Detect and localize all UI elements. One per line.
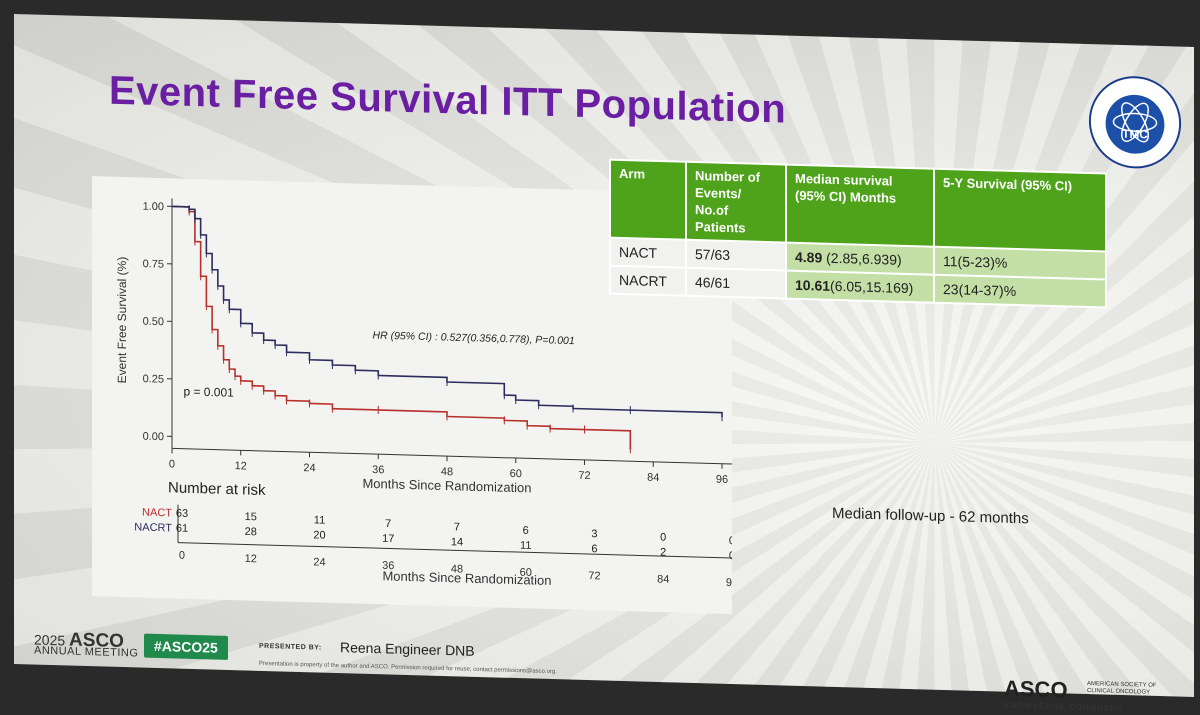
x-tick-label: 60 — [510, 468, 522, 480]
header-median: Median survival (95% CI) Months — [786, 165, 934, 247]
risk-count: 7 — [385, 518, 391, 530]
risk-x-tick-label: 12 — [245, 553, 257, 565]
asco-logo: ASCO — [1004, 676, 1068, 704]
projection-screen: Event Free Survival ITT Population TMC 0… — [14, 14, 1194, 697]
y-tick-label: 0.25 — [143, 373, 164, 386]
risk-count: 11 — [314, 514, 325, 526]
median-ci: (6.05,15.169) — [830, 278, 913, 296]
hr-annotation: HR (95% CI) : 0.527(0.356,0.778), P=0.00… — [373, 330, 575, 348]
risk-count: 0 — [729, 550, 732, 562]
x-axis-line — [172, 448, 732, 464]
risk-count: 0 — [660, 532, 666, 544]
y-axis-title: Event Free Survival (%) — [115, 256, 129, 383]
meeting-name: ANNUAL MEETING — [34, 645, 138, 660]
header-events: Number of Events/ No.of Patients — [686, 162, 786, 243]
y-tick-label: 1.00 — [143, 201, 164, 214]
risk-table-title: Number at risk — [168, 479, 266, 499]
p-value-annotation: p = 0.001 — [183, 384, 234, 399]
risk-count: 7 — [454, 521, 460, 533]
header-arm: Arm — [610, 160, 686, 240]
survival-table: Arm Number of Events/ No.of Patients Med… — [609, 159, 1107, 309]
risk-x-tick-label: 84 — [657, 573, 669, 585]
risk-count: 11 — [520, 540, 531, 552]
cell-arm: NACRT — [610, 266, 686, 296]
risk-count: 6 — [523, 525, 529, 537]
risk-count: 63 — [176, 508, 188, 520]
cell-median: 4.89 (2.85,6.939) — [786, 243, 934, 275]
x-tick-label: 24 — [303, 462, 315, 474]
risk-count: 2 — [660, 547, 666, 559]
risk-count: 14 — [451, 536, 463, 548]
tmc-logo: TMC — [1086, 72, 1184, 173]
table-header-row: Arm Number of Events/ No.of Patients Med… — [610, 160, 1106, 252]
risk-row-label: NACRT — [134, 521, 172, 534]
km-curve-nact — [172, 206, 630, 449]
risk-row-label: NACT — [142, 507, 172, 520]
disclaimer: Presentation is property of the author a… — [259, 661, 557, 675]
cell-5y: 23(14-37)% — [934, 275, 1106, 308]
x-tick-label: 12 — [235, 460, 247, 472]
risk-count: 28 — [245, 526, 257, 538]
x-tick-label: 36 — [372, 464, 384, 476]
asco-tagline: KNOWLEDGE CONQUERS — [1004, 701, 1123, 713]
x-tick-label: 84 — [647, 472, 659, 484]
x-tick-label: 48 — [441, 466, 453, 478]
median-value: 10.61 — [795, 277, 830, 294]
risk-count: 0 — [729, 535, 732, 547]
risk-x-tick-label: 24 — [313, 556, 325, 568]
risk-count: 3 — [591, 528, 597, 540]
presented-by-label: PRESENTED BY: — [259, 643, 322, 652]
risk-count: 20 — [313, 529, 325, 541]
risk-x-tick-label: 72 — [588, 570, 600, 582]
presenter-name: Reena Engineer DNB — [340, 639, 475, 659]
cell-events: 57/63 — [686, 240, 786, 271]
risk-x-tick-label: 0 — [179, 550, 185, 562]
x-tick-label: 96 — [716, 474, 728, 486]
y-tick-label: 0.50 — [143, 316, 164, 329]
median-ci: (2.85,6.939) — [822, 250, 901, 268]
median-value: 4.89 — [795, 249, 822, 266]
hashtag-badge: #ASCO25 — [144, 634, 228, 660]
header-5y: 5-Y Survival (95% CI) — [934, 169, 1106, 252]
risk-count: 61 — [176, 523, 188, 535]
cell-events: 46/61 — [686, 268, 786, 299]
y-tick-label: 0.00 — [143, 431, 164, 444]
y-tick-label: 0.75 — [143, 258, 164, 271]
asco-fullname: AMERICAN SOCIETY OF CLINICAL ONCOLOGY — [1087, 681, 1167, 697]
risk-count: 6 — [591, 543, 597, 555]
risk-count: 15 — [245, 511, 257, 523]
x-axis-title: Months Since Randomization — [362, 476, 531, 496]
x-tick-label: 0 — [169, 458, 175, 470]
svg-text:TMC: TMC — [1122, 128, 1148, 142]
cell-median: 10.61(6.05,15.169) — [786, 271, 934, 303]
risk-count: 17 — [382, 533, 394, 545]
risk-x-tick-label: 96 — [726, 577, 732, 589]
x-tick-label: 72 — [578, 470, 590, 482]
cell-arm: NACT — [610, 238, 686, 268]
